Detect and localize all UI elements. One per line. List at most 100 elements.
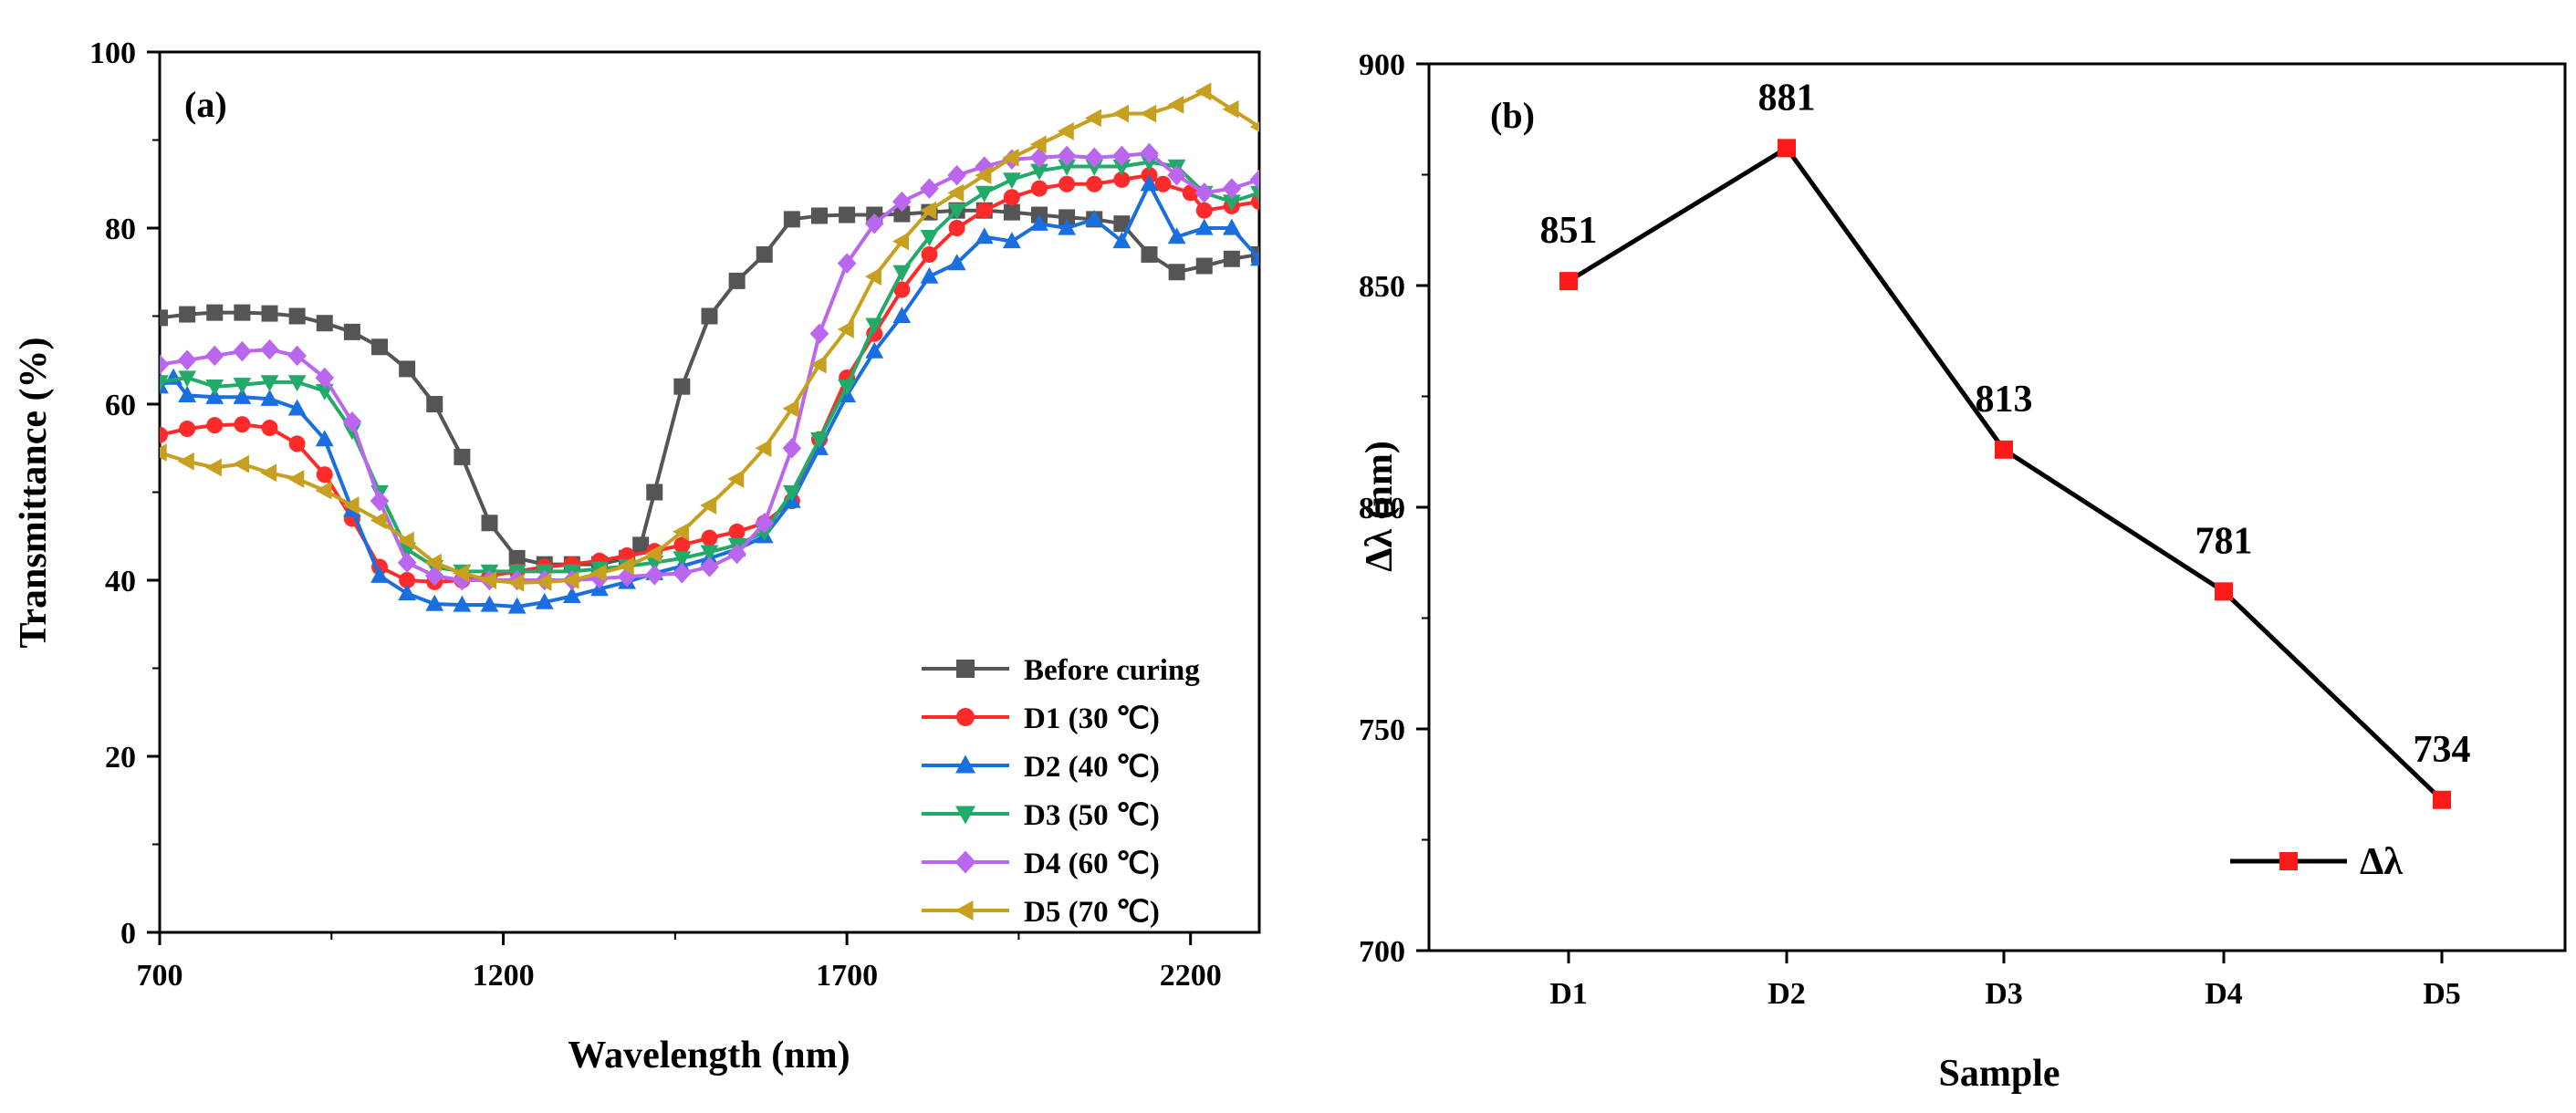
data-point: [892, 265, 912, 282]
data-point: [756, 245, 773, 263]
data-label-d2: 881: [1758, 77, 1816, 119]
data-point: [1222, 99, 1239, 119]
data-point: [1249, 121, 1259, 132]
data-point: [399, 360, 416, 378]
data-point-d4: [2215, 582, 2233, 601]
data-label-d1: 851: [1540, 210, 1598, 252]
panel-b-x-tick-label: D3: [1985, 977, 2023, 1011]
data-point: [398, 584, 417, 601]
data-point: [755, 513, 775, 534]
data-point: [1030, 163, 1048, 181]
data-point: [727, 543, 746, 565]
data-point: [839, 206, 856, 224]
data-point: [1140, 142, 1159, 164]
data-point: [783, 211, 800, 228]
legend-label: Before curing: [1024, 654, 1200, 687]
data-point: [1084, 147, 1104, 169]
data-point: [179, 421, 196, 438]
data-point: [1222, 178, 1242, 199]
data-point: [371, 338, 388, 356]
data-point: [700, 496, 717, 515]
data-point: [947, 183, 965, 203]
data-point: [701, 529, 718, 546]
data-point: [424, 565, 444, 587]
data-point: [160, 354, 170, 375]
data-point: [233, 454, 250, 473]
data-point: [179, 306, 196, 323]
data-point: [260, 338, 279, 360]
data-point: [425, 594, 444, 611]
data-point: [864, 267, 881, 286]
data-point: [1222, 218, 1241, 235]
data-point: [837, 253, 857, 274]
data-point: [947, 203, 966, 221]
data-point: [1140, 104, 1157, 123]
data-point: [261, 420, 278, 437]
data-point: [234, 416, 251, 433]
panel-b-chart: D1 D2 D3 D4 D5 700 750 800 850 900 851 881 813 781 73…: [1359, 48, 2567, 1095]
data-point: [370, 490, 390, 512]
data-point: [700, 556, 719, 577]
panel-a-label: (a): [184, 84, 227, 125]
panel-b-x-tick-label: D4: [2205, 977, 2243, 1011]
data-point: [507, 573, 525, 592]
data-point-d3: [1995, 440, 2013, 459]
data-point: [755, 439, 772, 458]
panel-a-x-tick-label: 700: [137, 959, 183, 993]
data-point: [837, 320, 854, 338]
legend-marker: [954, 900, 974, 921]
data-point: [920, 266, 939, 284]
legend-label: D4 (60 ℃): [1024, 848, 1160, 880]
data-point: [864, 213, 884, 234]
data-point: [1168, 264, 1185, 281]
data-point: [632, 536, 650, 554]
data-point: [892, 307, 912, 324]
data-point: [727, 470, 745, 488]
data-point: [1002, 148, 1019, 167]
data-point: [508, 549, 526, 567]
data-point: [160, 443, 167, 462]
data-point: [204, 345, 224, 367]
data-point: [728, 272, 746, 289]
panel-a-y-tick-label: 40: [105, 565, 136, 598]
data-point: [288, 307, 306, 325]
data-point: [1058, 218, 1077, 235]
data-point: [893, 205, 911, 223]
data-point: [975, 227, 994, 244]
data-label-d5: 734: [2414, 729, 2471, 771]
data-point: [1167, 96, 1184, 114]
panel-b-y-tick-label: 800: [1359, 492, 1405, 525]
data-point: [1057, 145, 1077, 167]
data-point: [646, 484, 663, 501]
data-point: [1113, 215, 1131, 233]
data-point: [673, 551, 692, 568]
data-point: [673, 536, 691, 554]
data-point: [865, 341, 884, 359]
series-delta-lambda-line: [1567, 145, 2444, 802]
data-point: [1029, 147, 1049, 169]
data-point: [782, 399, 799, 418]
data-point: [728, 523, 746, 540]
data-point: [316, 315, 333, 332]
data-point: [975, 202, 993, 219]
data-point: [1222, 194, 1241, 212]
data-point: [287, 399, 307, 416]
panel-b-x-tick-label: D5: [2423, 977, 2461, 1011]
data-point: [233, 378, 252, 395]
data-point: [177, 452, 194, 471]
panel-b-y-tick-label: 750: [1359, 713, 1405, 747]
panel-a-chart: 700 1200 1700 2200 0 20 40 60 80 100 (a) Waveleng…: [13, 36, 1261, 1077]
data-point: [1113, 171, 1131, 188]
panel-b-y-tick-label: 900: [1359, 48, 1405, 82]
data-point: [617, 556, 634, 576]
data-point: [920, 230, 939, 246]
data-point: [1002, 172, 1021, 190]
data-point: [1112, 145, 1132, 167]
legend-marker: [954, 850, 976, 874]
data-point: [424, 553, 442, 572]
legend-marker: [955, 806, 975, 825]
panel-b-x-tick-label: D2: [1768, 977, 1806, 1011]
data-point: [1195, 202, 1213, 219]
panel-b-series: 851 881 813 781 734: [1540, 77, 2471, 809]
data-point: [1003, 203, 1020, 221]
